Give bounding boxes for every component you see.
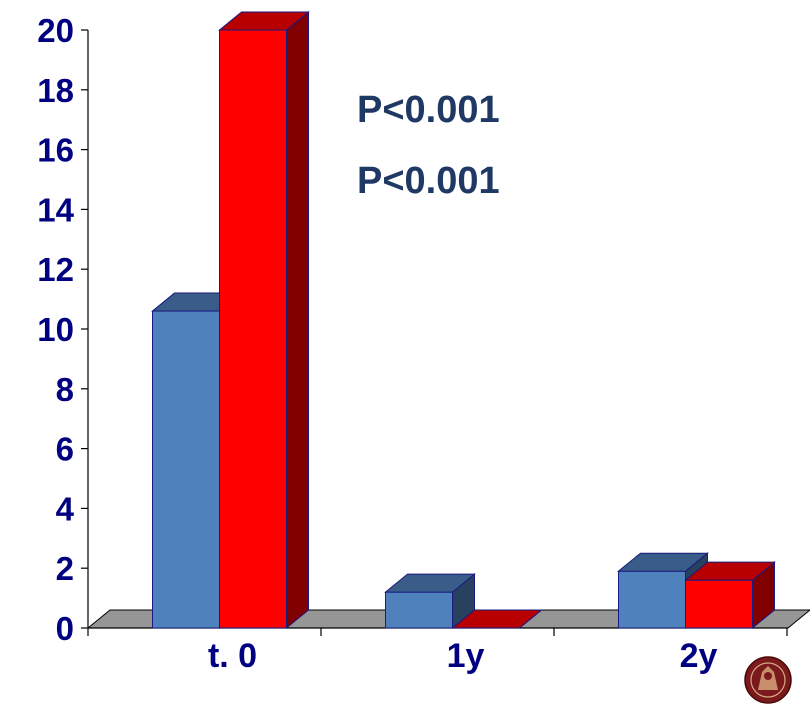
y-tick-label: 12 (37, 251, 74, 288)
bar-front (219, 29, 287, 629)
bar-side (286, 10, 309, 630)
bar-front (618, 570, 686, 629)
university-seal-icon (744, 656, 792, 704)
bar-top (451, 609, 543, 629)
bar-top (617, 552, 709, 572)
bars-group (151, 10, 776, 630)
bar-top (384, 573, 476, 593)
bar-top (684, 561, 776, 581)
y-tick-label: 16 (37, 132, 74, 169)
annotation-p-value-1: P<0.001 (357, 89, 500, 131)
bar-front (685, 579, 753, 629)
y-tick-label: 2 (56, 550, 74, 587)
bar-1-0 (384, 573, 476, 630)
y-tick-label: 4 (56, 490, 75, 527)
x-tick-label: t. 0 (208, 637, 257, 675)
bar-2-1 (684, 561, 776, 630)
bar-front (152, 310, 220, 629)
annotation-p-value-2: P<0.001 (357, 160, 500, 202)
bar-front (385, 591, 453, 629)
x-axis-labels: t. 0 1y 2y (208, 637, 718, 675)
y-tick-label: 14 (37, 191, 74, 228)
y-tick-label: 20 (37, 12, 74, 49)
bar-1-1 (451, 609, 543, 629)
y-axis-ticks: 0 2 4 6 8 10 12 14 16 18 20 (37, 12, 88, 647)
y-tick-label: 10 (37, 311, 74, 348)
x-tick-label: 1y (447, 637, 485, 675)
y-tick-label: 18 (37, 72, 74, 109)
x-tick-label: 2y (680, 637, 718, 675)
y-tick-label: 6 (56, 431, 74, 468)
x-axis-ticks (87, 628, 788, 636)
bar-0-1 (218, 10, 310, 630)
y-tick-label: 0 (56, 610, 74, 647)
bar-top (218, 11, 310, 31)
y-tick-label: 8 (56, 371, 74, 408)
